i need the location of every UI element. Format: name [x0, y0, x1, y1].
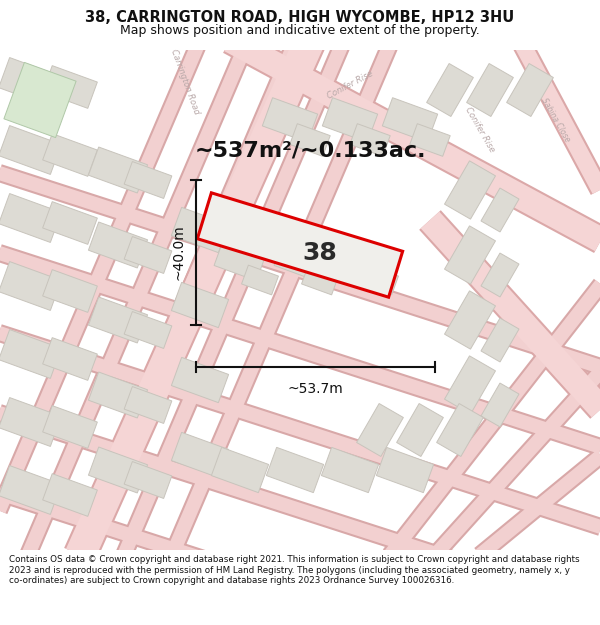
Polygon shape: [437, 404, 484, 456]
Polygon shape: [124, 311, 172, 349]
Polygon shape: [124, 236, 172, 274]
Polygon shape: [376, 448, 434, 493]
Polygon shape: [262, 98, 317, 142]
Polygon shape: [481, 188, 519, 232]
Polygon shape: [0, 58, 61, 106]
Polygon shape: [43, 474, 97, 516]
Polygon shape: [124, 461, 172, 499]
Polygon shape: [0, 261, 61, 311]
Polygon shape: [88, 222, 148, 268]
Polygon shape: [43, 202, 97, 244]
Polygon shape: [302, 265, 338, 295]
Polygon shape: [445, 161, 496, 219]
Text: Conifer Rise: Conifer Rise: [463, 106, 497, 154]
Text: 38, CARRINGTON ROAD, HIGH WYCOMBE, HP12 3HU: 38, CARRINGTON ROAD, HIGH WYCOMBE, HP12 …: [85, 10, 515, 25]
Polygon shape: [397, 404, 443, 456]
Polygon shape: [242, 265, 278, 295]
Polygon shape: [172, 357, 229, 402]
Polygon shape: [382, 98, 437, 142]
Polygon shape: [88, 372, 148, 418]
Text: Sabina Close: Sabina Close: [539, 96, 571, 144]
Text: Contains OS data © Crown copyright and database right 2021. This information is : Contains OS data © Crown copyright and d…: [9, 555, 580, 585]
Polygon shape: [172, 282, 229, 328]
Polygon shape: [427, 64, 473, 116]
Polygon shape: [88, 147, 148, 193]
Polygon shape: [506, 64, 553, 116]
Polygon shape: [410, 124, 450, 156]
Polygon shape: [481, 383, 519, 427]
Polygon shape: [322, 448, 379, 493]
Polygon shape: [124, 386, 172, 424]
Text: 38: 38: [302, 241, 337, 265]
Polygon shape: [445, 226, 496, 284]
Polygon shape: [0, 126, 61, 174]
Polygon shape: [445, 356, 496, 414]
Polygon shape: [350, 124, 390, 156]
Polygon shape: [290, 124, 330, 156]
Polygon shape: [88, 297, 148, 343]
Polygon shape: [4, 62, 76, 138]
Polygon shape: [266, 448, 323, 493]
Polygon shape: [334, 239, 386, 281]
Polygon shape: [0, 466, 61, 514]
Polygon shape: [0, 194, 61, 242]
Polygon shape: [481, 253, 519, 297]
Polygon shape: [0, 329, 61, 379]
Polygon shape: [362, 265, 398, 295]
Text: ~40.0m: ~40.0m: [172, 224, 186, 281]
Polygon shape: [88, 447, 148, 493]
Polygon shape: [197, 192, 403, 298]
Polygon shape: [124, 161, 172, 199]
Polygon shape: [481, 318, 519, 362]
Polygon shape: [356, 404, 403, 456]
Polygon shape: [211, 448, 269, 493]
Polygon shape: [467, 64, 514, 116]
Text: Carrington Road: Carrington Road: [169, 48, 201, 116]
Polygon shape: [214, 239, 266, 281]
Text: ~53.7m: ~53.7m: [287, 382, 343, 396]
Polygon shape: [274, 239, 326, 281]
Polygon shape: [322, 98, 377, 142]
Polygon shape: [43, 269, 97, 312]
Text: Conifer Rise: Conifer Rise: [326, 69, 374, 101]
Polygon shape: [43, 338, 97, 381]
Polygon shape: [445, 291, 496, 349]
Polygon shape: [0, 398, 61, 446]
Polygon shape: [43, 406, 97, 448]
Polygon shape: [43, 66, 97, 108]
Polygon shape: [172, 432, 229, 478]
Text: Map shows position and indicative extent of the property.: Map shows position and indicative extent…: [120, 24, 480, 36]
Text: ~537m²/~0.133ac.: ~537m²/~0.133ac.: [194, 140, 426, 160]
Polygon shape: [172, 208, 229, 252]
Polygon shape: [43, 134, 97, 176]
